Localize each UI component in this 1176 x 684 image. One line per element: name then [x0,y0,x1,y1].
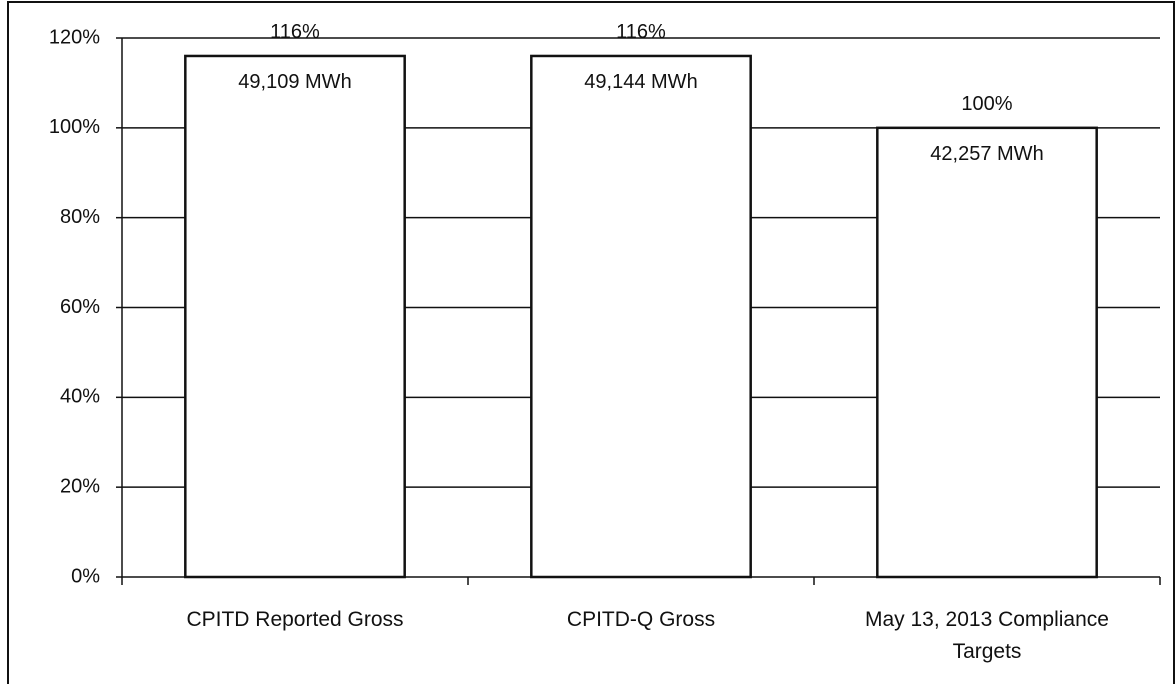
y-tick-label: 80% [60,206,100,228]
x-tick-label: CPITD Reported Gross [186,608,404,631]
mwh-label: 49,109 MWh [238,71,351,93]
mwh-label: 49,144 MWh [584,71,697,93]
bar [530,54,752,579]
x-tick-label: May 13, 2013 Compliance Targets [865,608,1109,663]
chart-border [7,1,1175,684]
x-tick-label: CPITD-Q Gross [566,608,716,631]
y-tick-label: 60% [60,296,100,318]
y-tick-label: 0% [71,565,100,587]
value-label: 116% [616,21,666,43]
y-tick-label: 40% [60,386,100,408]
y-tick-label: 120% [49,26,100,48]
y-tick-label: 20% [60,475,100,497]
value-label: 116% [270,21,320,43]
bar [876,126,1098,579]
mwh-label: 42,257 MWh [930,143,1043,165]
y-tick-label: 100% [49,116,100,138]
bar [184,54,406,579]
value-label: 100% [961,93,1012,115]
